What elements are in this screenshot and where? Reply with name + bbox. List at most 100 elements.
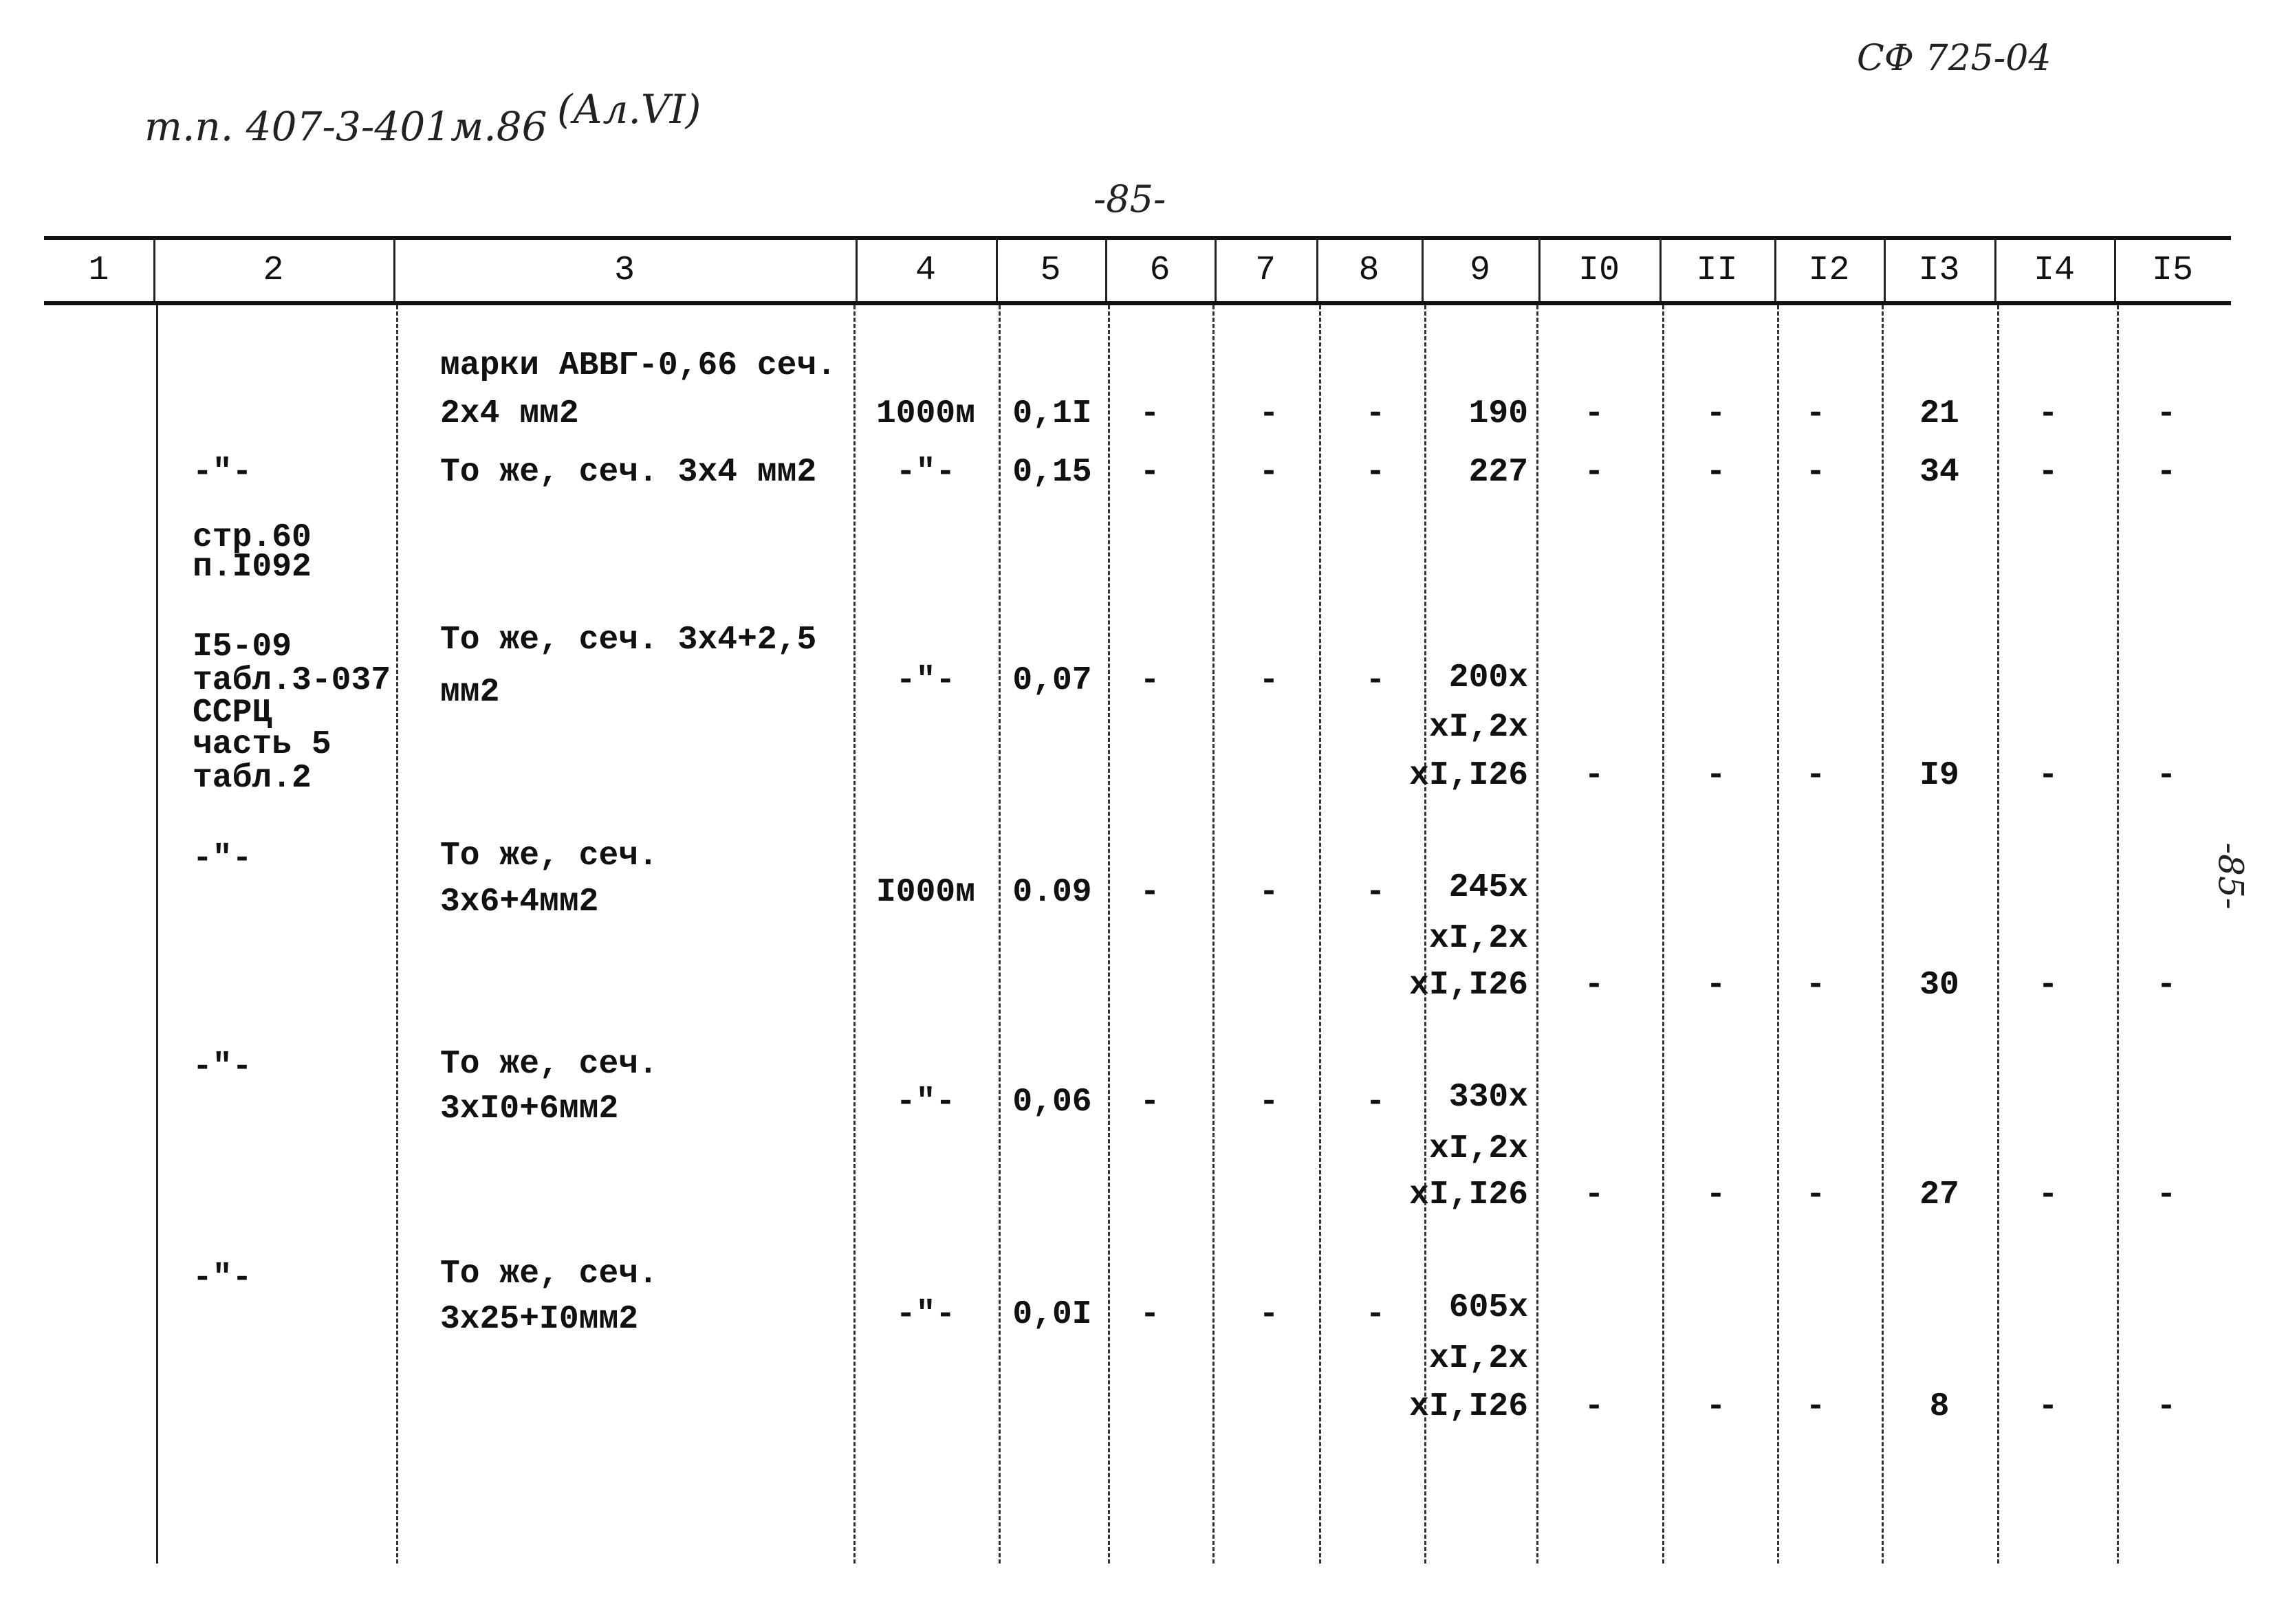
- cell-c12: -: [1805, 395, 1826, 432]
- header-column-divider: [393, 238, 395, 301]
- cell-c9-line: хI,I26: [1409, 1176, 1528, 1214]
- cell-c6: -: [1140, 1084, 1160, 1121]
- cell-c2-line: часть 5: [193, 726, 331, 763]
- cell-c3-line: То же, сеч.: [440, 1046, 658, 1083]
- cell-c14: -: [2038, 967, 2058, 1004]
- body-column-divider: [396, 305, 398, 1563]
- column-header-15: I5: [2151, 251, 2194, 290]
- column-header-4: 4: [915, 251, 937, 290]
- cell-c5: 0,15: [1012, 454, 1092, 491]
- body-column-divider: [999, 305, 1001, 1563]
- project-reference: т.п. 407-3-401м.86: [144, 103, 547, 150]
- cell-c12: -: [1805, 757, 1826, 794]
- cell-c3-line: То же, сеч. 3х4+2,5: [440, 622, 817, 659]
- cell-c10: -: [1584, 1176, 1604, 1214]
- cell-c10: -: [1584, 1388, 1604, 1425]
- body-column-divider: [1662, 305, 1664, 1563]
- cell-c5: 0,07: [1012, 662, 1092, 699]
- cell-c4: -"-: [895, 1084, 956, 1121]
- cell-c10: -: [1584, 395, 1604, 432]
- cell-c3-line: мм2: [440, 674, 500, 711]
- cell-c9-line: 227: [1468, 454, 1528, 491]
- cell-c15: -: [2156, 1176, 2177, 1214]
- album-reference: (Ал.VI): [557, 86, 701, 133]
- cell-c7: -: [1259, 662, 1279, 699]
- cell-c3-line: 2х4 мм2: [440, 395, 579, 432]
- cell-c4: -"-: [895, 1296, 956, 1333]
- body-column-divider: [853, 305, 856, 1563]
- cell-c9-line: хI,2х: [1428, 920, 1528, 957]
- page-number: -85-: [1093, 177, 1166, 221]
- header-column-divider: [1422, 238, 1424, 301]
- cell-c9-line: хI,2х: [1428, 709, 1528, 746]
- header-column-divider: [1774, 238, 1776, 301]
- cell-c14: -: [2038, 454, 2058, 491]
- cell-c2-line: -"-: [193, 1260, 252, 1297]
- header-column-divider: [153, 238, 155, 301]
- cell-c14: -: [2038, 1388, 2058, 1425]
- cell-c15: -: [2156, 454, 2177, 491]
- cell-c11: -: [1706, 757, 1726, 794]
- cell-c12: -: [1805, 1176, 1826, 1214]
- column-header-11: II: [1696, 251, 1738, 290]
- header-column-divider: [2114, 238, 2116, 301]
- cell-c2-line: ССРЦ: [193, 694, 272, 732]
- cell-c9-line: 330х: [1448, 1079, 1528, 1116]
- body-column-divider: [2117, 305, 2119, 1563]
- cell-c13: 34: [1919, 454, 1959, 491]
- cell-c11: -: [1706, 1176, 1726, 1214]
- cell-c6: -: [1140, 395, 1160, 432]
- cell-c11: -: [1706, 395, 1726, 432]
- cell-c6: -: [1140, 1296, 1160, 1333]
- cell-c14: -: [2038, 757, 2058, 794]
- side-page-number: -85-: [2210, 842, 2251, 910]
- cell-c15: -: [2156, 757, 2177, 794]
- cell-c14: -: [2038, 395, 2058, 432]
- cell-c3-line: марки АВВГ-0,66 сеч.: [440, 347, 837, 384]
- cell-c11: -: [1706, 1388, 1726, 1425]
- cell-c9-line: хI,I26: [1409, 1388, 1528, 1425]
- cell-c12: -: [1805, 454, 1826, 491]
- column-header-6: 6: [1149, 251, 1171, 290]
- column-header-2: 2: [263, 251, 284, 290]
- column-header-7: 7: [1254, 251, 1276, 290]
- cell-c6: -: [1140, 662, 1160, 699]
- cell-c3-line: 3х6+4мм2: [440, 884, 599, 921]
- cell-c15: -: [2156, 967, 2177, 1004]
- column-header-9: 9: [1469, 251, 1491, 290]
- cell-c3-line: То же, сеч.: [440, 1255, 658, 1293]
- cell-c5: 0.09: [1012, 874, 1092, 911]
- cell-c5: 0,06: [1012, 1084, 1092, 1121]
- table-header-rule: [44, 301, 2231, 305]
- column-header-8: 8: [1358, 251, 1380, 290]
- cell-c2-line: табл.3-037: [193, 662, 391, 699]
- column-header-5: 5: [1040, 251, 1061, 290]
- cell-c8: -: [1365, 395, 1386, 432]
- cell-c13: 8: [1929, 1388, 1950, 1425]
- cell-c5: 0,1I: [1012, 395, 1092, 432]
- body-column-divider: [1997, 305, 1999, 1563]
- cell-c10: -: [1584, 757, 1604, 794]
- cell-c13: 27: [1919, 1176, 1959, 1214]
- cell-c10: -: [1584, 967, 1604, 1004]
- cell-c6: -: [1140, 874, 1160, 911]
- body-column-divider: [1424, 305, 1426, 1563]
- header-column-divider: [1538, 238, 1541, 301]
- cell-c4: -"-: [895, 454, 956, 491]
- header-column-divider: [996, 238, 998, 301]
- cell-c8: -: [1365, 1296, 1386, 1333]
- column-header-14: I4: [2033, 251, 2076, 290]
- cell-c5: 0,0I: [1012, 1296, 1092, 1333]
- cell-c13: 21: [1919, 395, 1959, 432]
- cell-c2-line: I5-09: [193, 628, 292, 666]
- body-column-divider: [1536, 305, 1538, 1563]
- cell-c9-line: 190: [1468, 395, 1528, 432]
- body-column-divider: [1882, 305, 1884, 1563]
- cell-c7: -: [1259, 874, 1279, 911]
- cell-c6: -: [1140, 454, 1160, 491]
- cell-c7: -: [1259, 454, 1279, 491]
- column-header-12: I2: [1808, 251, 1850, 290]
- cell-c7: -: [1259, 1084, 1279, 1121]
- header-column-divider: [1215, 238, 1217, 301]
- cell-c11: -: [1706, 967, 1726, 1004]
